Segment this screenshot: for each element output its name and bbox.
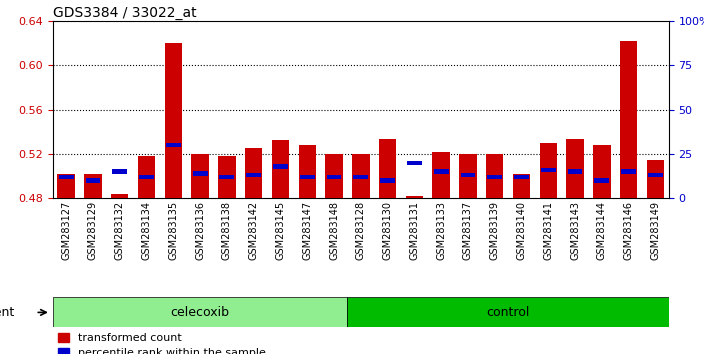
Text: GSM283129: GSM283129 (88, 201, 98, 260)
Bar (541, 168, 555, 172)
Bar (138, 156, 156, 198)
Bar (594, 178, 609, 183)
Bar (166, 143, 181, 147)
Bar (486, 154, 503, 198)
Bar (193, 171, 208, 176)
Text: GSM283142: GSM283142 (249, 201, 258, 260)
Text: GSM283133: GSM283133 (436, 201, 446, 260)
Bar (245, 148, 263, 198)
Bar (459, 154, 477, 198)
Bar (300, 175, 315, 179)
Bar (647, 160, 664, 198)
Bar (165, 44, 182, 198)
Bar (139, 175, 154, 179)
Text: GSM283135: GSM283135 (168, 201, 178, 260)
Text: GSM283138: GSM283138 (222, 201, 232, 260)
Bar (406, 196, 423, 198)
Text: GSM283140: GSM283140 (517, 201, 527, 260)
Text: GDS3384 / 33022_at: GDS3384 / 33022_at (53, 6, 196, 20)
Bar (273, 164, 288, 169)
Bar (620, 41, 637, 198)
Bar (487, 175, 502, 179)
Bar (407, 161, 422, 165)
Bar (352, 154, 370, 198)
Bar (272, 139, 289, 198)
Bar (327, 175, 341, 179)
Bar (566, 138, 584, 198)
Text: GSM283137: GSM283137 (463, 201, 473, 260)
Bar (513, 174, 530, 198)
Bar (298, 145, 316, 198)
Bar (621, 170, 636, 174)
Text: agent: agent (0, 306, 14, 319)
Bar (539, 143, 557, 198)
Text: GSM283128: GSM283128 (356, 201, 366, 260)
Bar (593, 145, 610, 198)
Text: control: control (486, 306, 530, 319)
Text: GSM283144: GSM283144 (597, 201, 607, 260)
Text: GSM283130: GSM283130 (382, 201, 393, 260)
Bar (220, 175, 234, 179)
Text: GSM283136: GSM283136 (195, 201, 205, 260)
Text: GSM283149: GSM283149 (650, 201, 660, 260)
Text: GSM283143: GSM283143 (570, 201, 580, 260)
Bar (246, 173, 261, 177)
Bar (111, 194, 128, 198)
Text: GSM283131: GSM283131 (409, 201, 420, 260)
Bar (113, 170, 127, 174)
Legend: transformed count, percentile rank within the sample: transformed count, percentile rank withi… (58, 333, 266, 354)
Bar (53, 297, 347, 327)
Bar (460, 173, 475, 177)
Bar (380, 178, 395, 183)
Text: GSM283139: GSM283139 (490, 201, 500, 260)
Text: GSM283127: GSM283127 (61, 201, 71, 261)
Bar (325, 154, 343, 198)
Bar (379, 138, 396, 198)
Text: GSM283145: GSM283145 (275, 201, 285, 260)
Text: celecoxib: celecoxib (170, 306, 230, 319)
Text: GSM283141: GSM283141 (543, 201, 553, 260)
Bar (84, 174, 101, 198)
Text: GSM283134: GSM283134 (142, 201, 151, 260)
Text: GSM283146: GSM283146 (624, 201, 634, 260)
Text: GSM283132: GSM283132 (115, 201, 125, 260)
Bar (514, 175, 529, 179)
Bar (567, 170, 582, 174)
Text: GSM283148: GSM283148 (329, 201, 339, 260)
Bar (191, 154, 209, 198)
Text: GSM283147: GSM283147 (302, 201, 313, 260)
Bar (434, 170, 448, 174)
Bar (648, 173, 662, 177)
Bar (58, 174, 75, 198)
Bar (432, 152, 450, 198)
Bar (86, 178, 101, 183)
Bar (59, 175, 74, 179)
Bar (353, 175, 368, 179)
Bar (218, 156, 236, 198)
Bar (347, 297, 669, 327)
